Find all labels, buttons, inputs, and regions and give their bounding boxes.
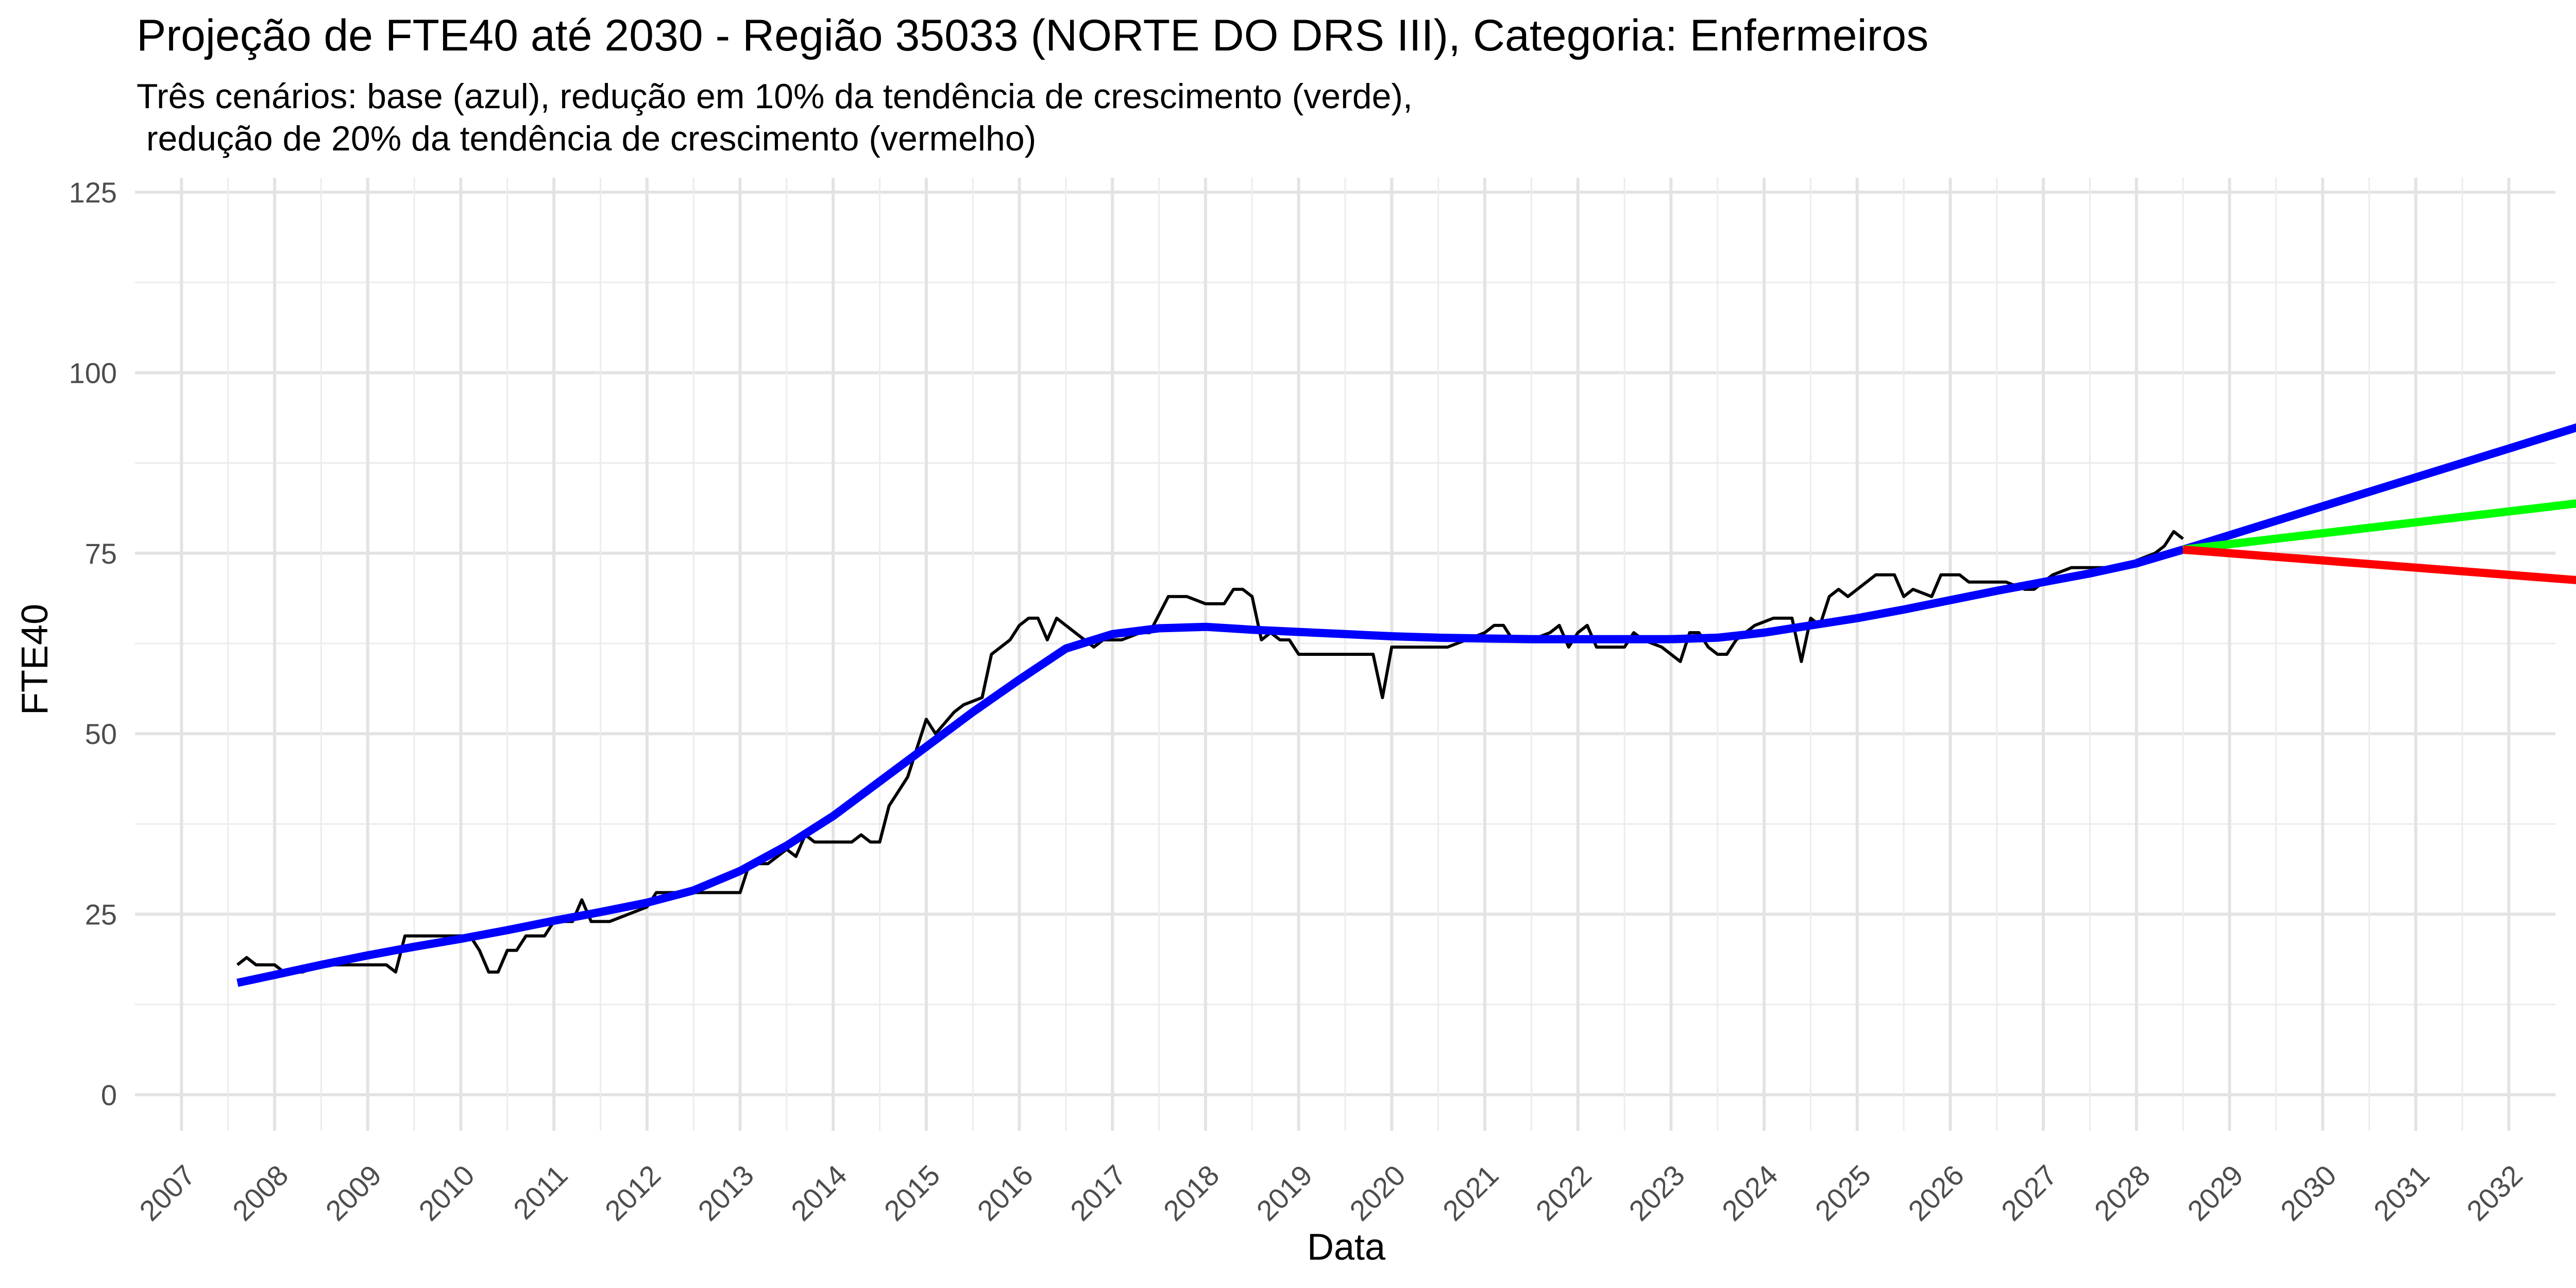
series-layer	[236, 423, 2576, 987]
y-tick-label: 50	[85, 718, 117, 750]
y-tick-label: 25	[85, 899, 117, 931]
chart-title: Projeção de FTE40 até 2030 - Região 3503…	[137, 11, 1928, 60]
y-tick-label: 125	[69, 176, 117, 209]
y-axis-title: FTE40	[14, 604, 56, 715]
series-line-4	[2182, 545, 2576, 584]
y-tick-label: 0	[101, 1079, 117, 1111]
x-axis-title: Data	[1307, 1227, 1386, 1268]
chart-subtitle-line-2: redução de 20% da tendência de crescimen…	[137, 119, 1036, 158]
chart-subtitle-line-1: Três cenários: base (azul), redução em 1…	[137, 77, 1413, 116]
grid	[135, 178, 2555, 1131]
y-tick-label: 75	[85, 537, 117, 570]
series-line-2	[236, 423, 2576, 987]
y-tick-label: 100	[69, 357, 117, 389]
y-axis-ticks: 0 25 50 75 100 125	[69, 176, 117, 1111]
series-line-3	[2182, 499, 2576, 554]
